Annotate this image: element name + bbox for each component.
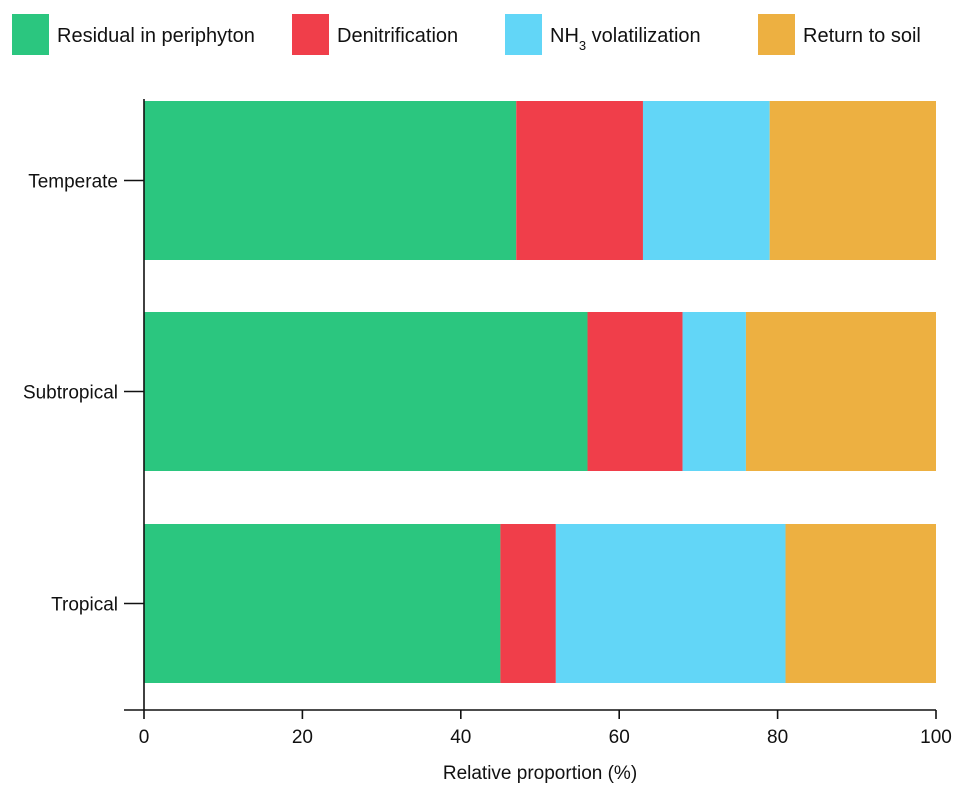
bar-subtropical-residual-in-periphyton (144, 312, 588, 471)
legend-item-residual-in-periphyton: Residual in periphyton (12, 14, 255, 55)
legend: Residual in periphyton Denitrification NH3… (12, 14, 921, 55)
y-tick-label-temperate: Temperate (28, 172, 118, 193)
x-tick-label-0: 0 (139, 727, 150, 748)
bar-temperate-return-to-soil (769, 101, 936, 260)
bars (144, 101, 936, 683)
x-tick-label-20: 20 (292, 727, 313, 748)
x-tick-label-100: 100 (920, 727, 952, 748)
x-tick-label-60: 60 (609, 727, 630, 748)
x-tick-label-80: 80 (767, 727, 788, 748)
bar-temperate-nh3-volatilization (642, 101, 770, 260)
x-axis-title: Relative proportion (%) (443, 763, 637, 784)
legend-item-denitrification: Denitrification (292, 14, 458, 55)
bar-temperate-residual-in-periphyton (144, 101, 517, 260)
bar-subtropical-return-to-soil (745, 312, 936, 471)
bar-tropical-residual-in-periphyton (144, 524, 501, 683)
legend-label-nh3-volatilization: NH3 volatilization (550, 25, 701, 53)
legend-swatch-residual-in-periphyton (12, 14, 49, 55)
bar-subtropical-denitrification (587, 312, 683, 471)
bar-tropical-denitrification (500, 524, 556, 683)
legend-label-return-to-soil: Return to soil (803, 25, 921, 47)
legend-label-residual-in-periphyton: Residual in periphyton (57, 25, 255, 47)
y-tick-label-subtropical: Subtropical (23, 383, 118, 404)
y-tick-label-tropical: Tropical (51, 595, 118, 616)
bar-tropical-return-to-soil (785, 524, 936, 683)
legend-item-return-to-soil: Return to soil (758, 14, 921, 55)
legend-swatch-nh3-volatilization (505, 14, 542, 55)
x-tick-label-40: 40 (450, 727, 471, 748)
legend-label-denitrification: Denitrification (337, 25, 458, 47)
bar-temperate-denitrification (516, 101, 643, 260)
legend-swatch-return-to-soil (758, 14, 795, 55)
bar-tropical-nh3-volatilization (555, 524, 786, 683)
axes: 0 20 40 60 80 100 Temperate Subtropical Tropical (23, 99, 952, 748)
legend-item-nh3-volatilization: NH3 volatilization (505, 14, 701, 55)
bar-subtropical-nh3-volatilization (682, 312, 746, 471)
legend-swatch-denitrification (292, 14, 329, 55)
